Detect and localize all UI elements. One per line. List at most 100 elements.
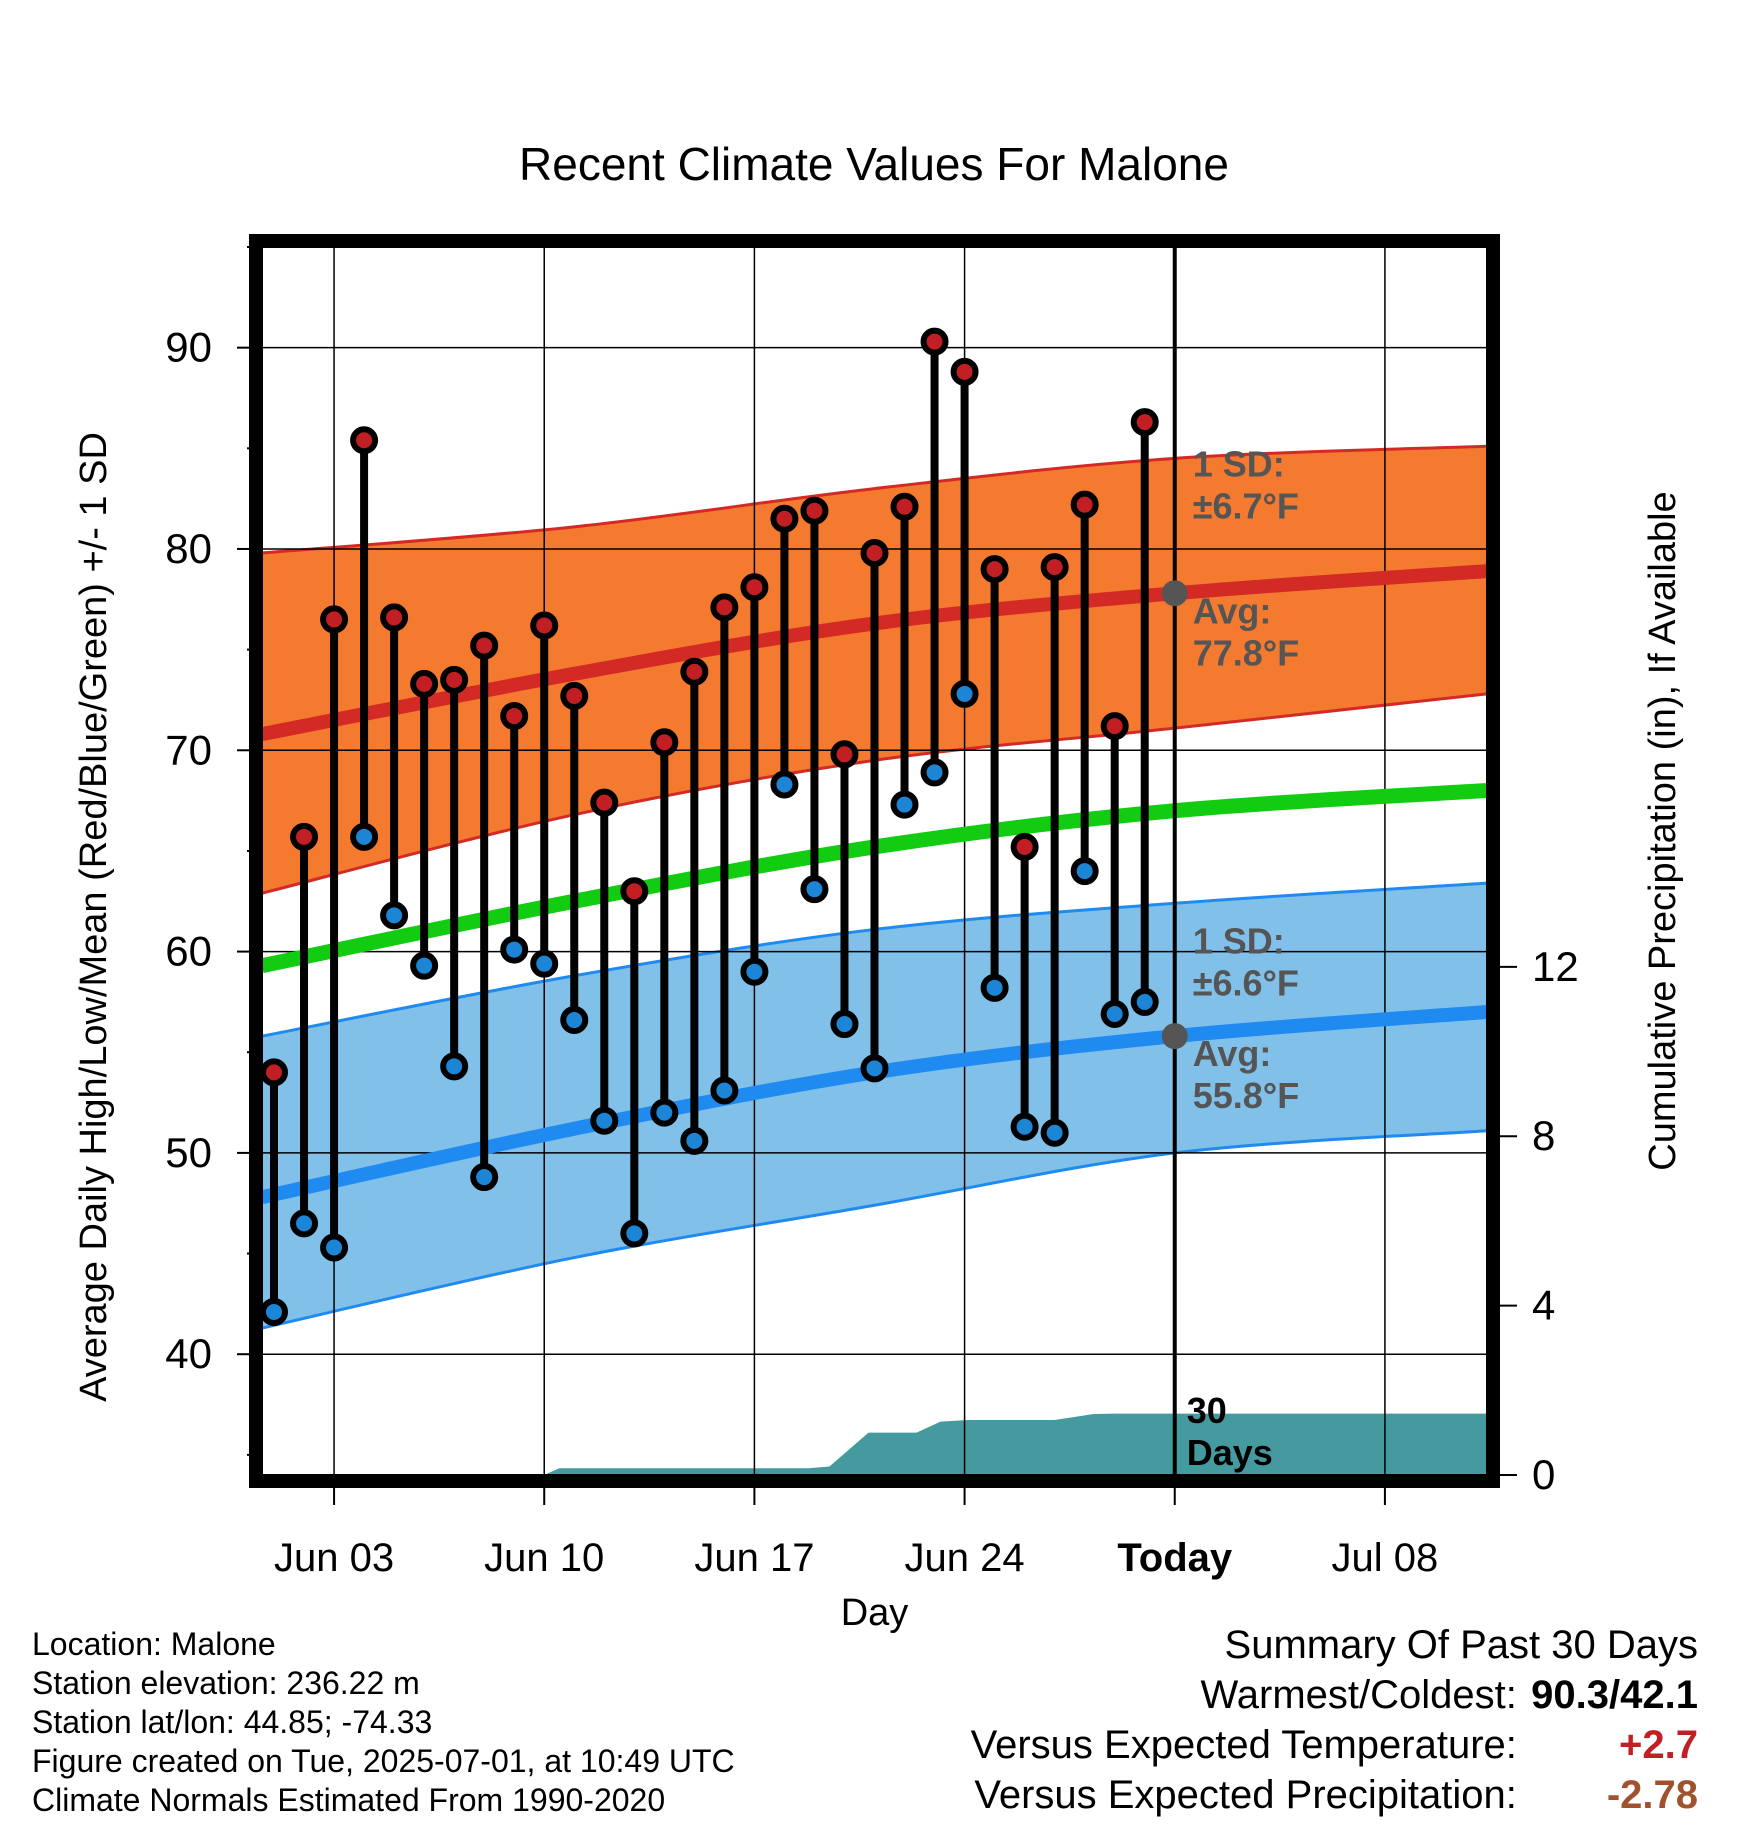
low-lower-sd-line xyxy=(262,1129,1487,1330)
daily-low-point xyxy=(770,770,799,799)
daily-low-point xyxy=(980,973,1009,1002)
daily-low-point xyxy=(320,1233,349,1262)
y-tick-label: 40 xyxy=(165,1330,212,1377)
high-sd-value: ±6.7°F xyxy=(1193,485,1299,526)
y-tick-label: 90 xyxy=(165,324,212,371)
daily-low-point xyxy=(1100,999,1129,1028)
daily-low-point xyxy=(830,1010,859,1039)
daily-high-point xyxy=(500,702,529,731)
x-tick-label: Jun 24 xyxy=(905,1536,1025,1580)
daily-high-point xyxy=(560,681,589,710)
daily-high-point xyxy=(680,657,709,686)
daily-low-point xyxy=(440,1052,469,1081)
daily-low-point xyxy=(920,758,949,787)
daily-low-point xyxy=(560,1006,589,1035)
low-sd-label: 1 SD: xyxy=(1193,920,1285,961)
daily-low-point xyxy=(590,1106,619,1135)
summary-title: Summary Of Past 30 Days xyxy=(1224,1623,1698,1667)
daily-low-point xyxy=(860,1054,889,1083)
summary-panel: Summary Of Past 30 Days Warmest/Coldest:… xyxy=(971,1620,1698,1820)
y-tick-label: 50 xyxy=(165,1129,212,1176)
daily-high-point xyxy=(620,877,649,906)
daily-low-point xyxy=(950,679,979,708)
daily-high-point xyxy=(530,611,559,640)
daily-high-point xyxy=(980,555,1009,584)
daily-high-point xyxy=(590,788,619,817)
daily-high-point xyxy=(1010,832,1039,861)
daily-high-point xyxy=(830,740,859,769)
x-tick-label: Today xyxy=(1117,1536,1233,1580)
high-avg-today-dot xyxy=(1161,580,1188,607)
daily-high-point xyxy=(650,728,679,757)
daily-low-point xyxy=(890,790,919,819)
daily-low-point xyxy=(380,901,409,930)
daily-high-point xyxy=(1040,553,1069,582)
x-tick-label: Jun 03 xyxy=(274,1536,394,1580)
daily-low-point xyxy=(500,935,529,964)
elevation-text: Station elevation: 236.22 m xyxy=(32,1665,420,1701)
daily-high-point xyxy=(1130,408,1159,437)
daily-high-point xyxy=(770,504,799,533)
temp-anomaly-label: Versus Expected Temperature: xyxy=(970,1723,1517,1767)
x-tick-label: Jun 10 xyxy=(484,1536,604,1580)
daily-low-point xyxy=(470,1163,499,1192)
summary-warmest-coldest: Warmest/Coldest: 90.3/42.1 xyxy=(971,1670,1699,1720)
y-right-tick-label: 0 xyxy=(1532,1451,1555,1498)
created-text: Figure created on Tue, 2025-07-01, at 10… xyxy=(32,1743,735,1779)
daily-high-point xyxy=(350,426,379,455)
daily-high-point xyxy=(380,603,409,632)
daily-low-point xyxy=(350,822,379,851)
x-axis-title: Day xyxy=(841,1592,909,1634)
daily-high-point xyxy=(1070,490,1099,519)
daily-high-point xyxy=(470,631,499,660)
temp-anomaly-value: +2.7 xyxy=(1619,1723,1698,1767)
daily-high-point xyxy=(320,605,349,634)
normals-text: Climate Normals Estimated From 1990-2020 xyxy=(32,1782,666,1818)
daily-low-point xyxy=(1130,987,1159,1016)
low-sd-value: ±6.6°F xyxy=(1193,962,1299,1003)
y-axis-title-left: Average Daily High/Low/Mean (Red/Blue/Gr… xyxy=(73,432,115,1402)
daily-low-point xyxy=(1040,1118,1069,1147)
daily-high-point xyxy=(950,357,979,386)
latlon-text: Station lat/lon: 44.85; -74.33 xyxy=(32,1704,433,1740)
y-right-tick-label: 12 xyxy=(1532,943,1579,990)
daily-high-point xyxy=(262,1058,289,1087)
daily-high-point xyxy=(710,593,739,622)
low-sd-band xyxy=(262,883,1487,1329)
window-label-days: Days xyxy=(1187,1432,1273,1473)
y-right-tick-label: 4 xyxy=(1532,1282,1555,1329)
low-avg-today-dot xyxy=(1161,1023,1188,1050)
daily-low-point xyxy=(800,875,829,904)
low-avg-label: Avg: xyxy=(1193,1033,1272,1074)
precip-anomaly-value: -2.78 xyxy=(1606,1773,1698,1817)
summary-temp-anomaly: Versus Expected Temperature: +2.7 xyxy=(971,1720,1698,1770)
daily-high-point xyxy=(860,538,889,567)
high-sd-label: 1 SD: xyxy=(1193,443,1285,484)
daily-low-point xyxy=(290,1209,319,1238)
summary-precip-anomaly: Versus Expected Precipitation: -2.78 xyxy=(971,1770,1698,1820)
station-info: Location: Malone Station elevation: 236.… xyxy=(32,1625,735,1820)
high-avg-value: 77.8°F xyxy=(1193,632,1299,673)
low-avg-value: 55.8°F xyxy=(1193,1075,1299,1116)
chart-title: Recent Climate Values For Malone xyxy=(519,138,1229,190)
daily-high-point xyxy=(410,669,439,698)
x-tick-label: Jul 08 xyxy=(1332,1536,1439,1580)
daily-high-point xyxy=(440,665,469,694)
daily-low-point xyxy=(740,957,769,986)
high-upper-sd-line xyxy=(262,444,1487,555)
precip-anomaly-label: Versus Expected Precipitation: xyxy=(974,1773,1517,1817)
warmest-coldest-value: 90.3/42.1 xyxy=(1531,1673,1698,1717)
y-tick-label: 60 xyxy=(165,928,212,975)
daily-low-point xyxy=(1070,857,1099,886)
warmest-coldest-label: Warmest/Coldest: xyxy=(1200,1673,1517,1717)
plot-frame xyxy=(249,234,1500,1488)
daily-high-point xyxy=(890,492,919,521)
daily-high-point xyxy=(920,327,949,356)
daily-low-point xyxy=(680,1126,709,1155)
daily-high-point xyxy=(290,822,319,851)
window-label-number: 30 xyxy=(1187,1390,1227,1431)
daily-high-point xyxy=(1100,712,1129,741)
y-tick-label: 80 xyxy=(165,525,212,572)
